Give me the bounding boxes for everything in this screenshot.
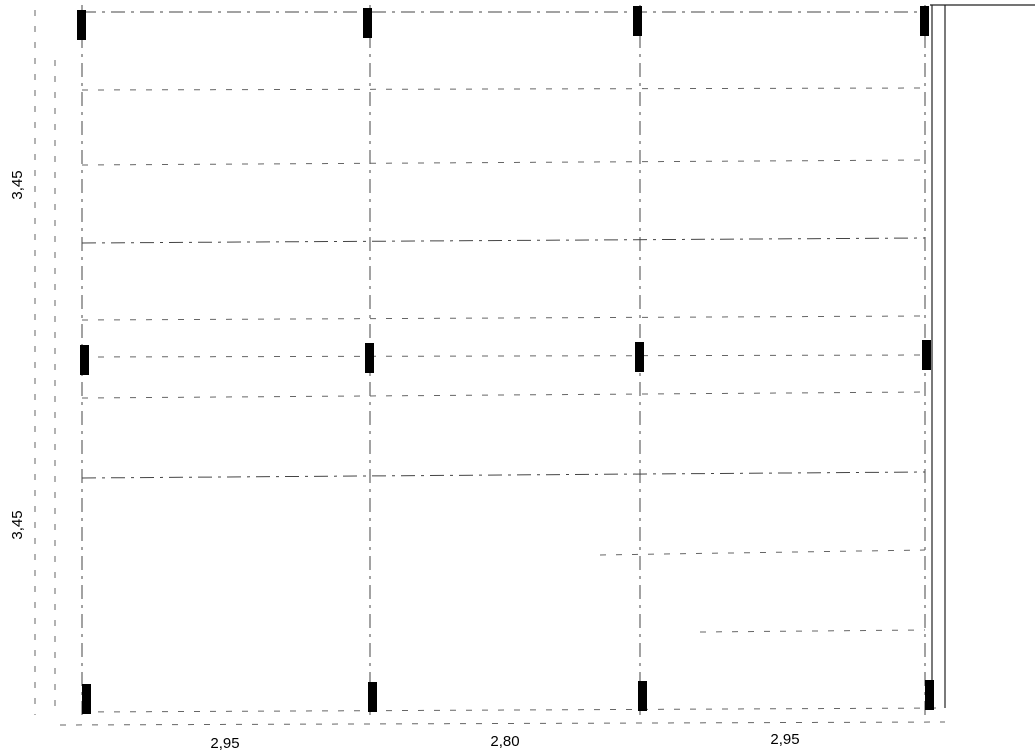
beam-line: [81, 237, 926, 244]
joist-line: [699, 629, 926, 633]
beam-line: [81, 707, 946, 713]
beam-line: [81, 354, 926, 358]
column: [77, 10, 86, 40]
column: [633, 6, 642, 36]
dimensions: 3,45 3,45 2,95 2,80 2,95: [9, 170, 800, 752]
joist-line: [81, 87, 926, 91]
column: [925, 680, 934, 710]
column: [922, 340, 931, 370]
grid-lines: [34, 4, 1035, 726]
column: [82, 684, 91, 714]
joist-line: [81, 391, 926, 399]
column: [365, 343, 374, 373]
column: [920, 6, 929, 36]
columns: [77, 6, 934, 714]
column: [635, 342, 644, 372]
joist-line: [81, 159, 926, 166]
horizontal-dimension: 2,80: [490, 733, 519, 750]
joist-line: [599, 549, 926, 556]
column: [638, 681, 647, 711]
horizontal-dimension: 2,95: [210, 735, 239, 752]
dimension-line: [59, 721, 946, 726]
column: [80, 345, 89, 375]
joist-line: [81, 315, 926, 321]
vertical-dimension: 3,45: [9, 510, 26, 539]
vertical-dimension: 3,45: [9, 170, 26, 199]
beam-line: [81, 471, 926, 479]
column: [363, 8, 372, 38]
column: [368, 682, 377, 712]
horizontal-dimension: 2,95: [770, 731, 799, 748]
